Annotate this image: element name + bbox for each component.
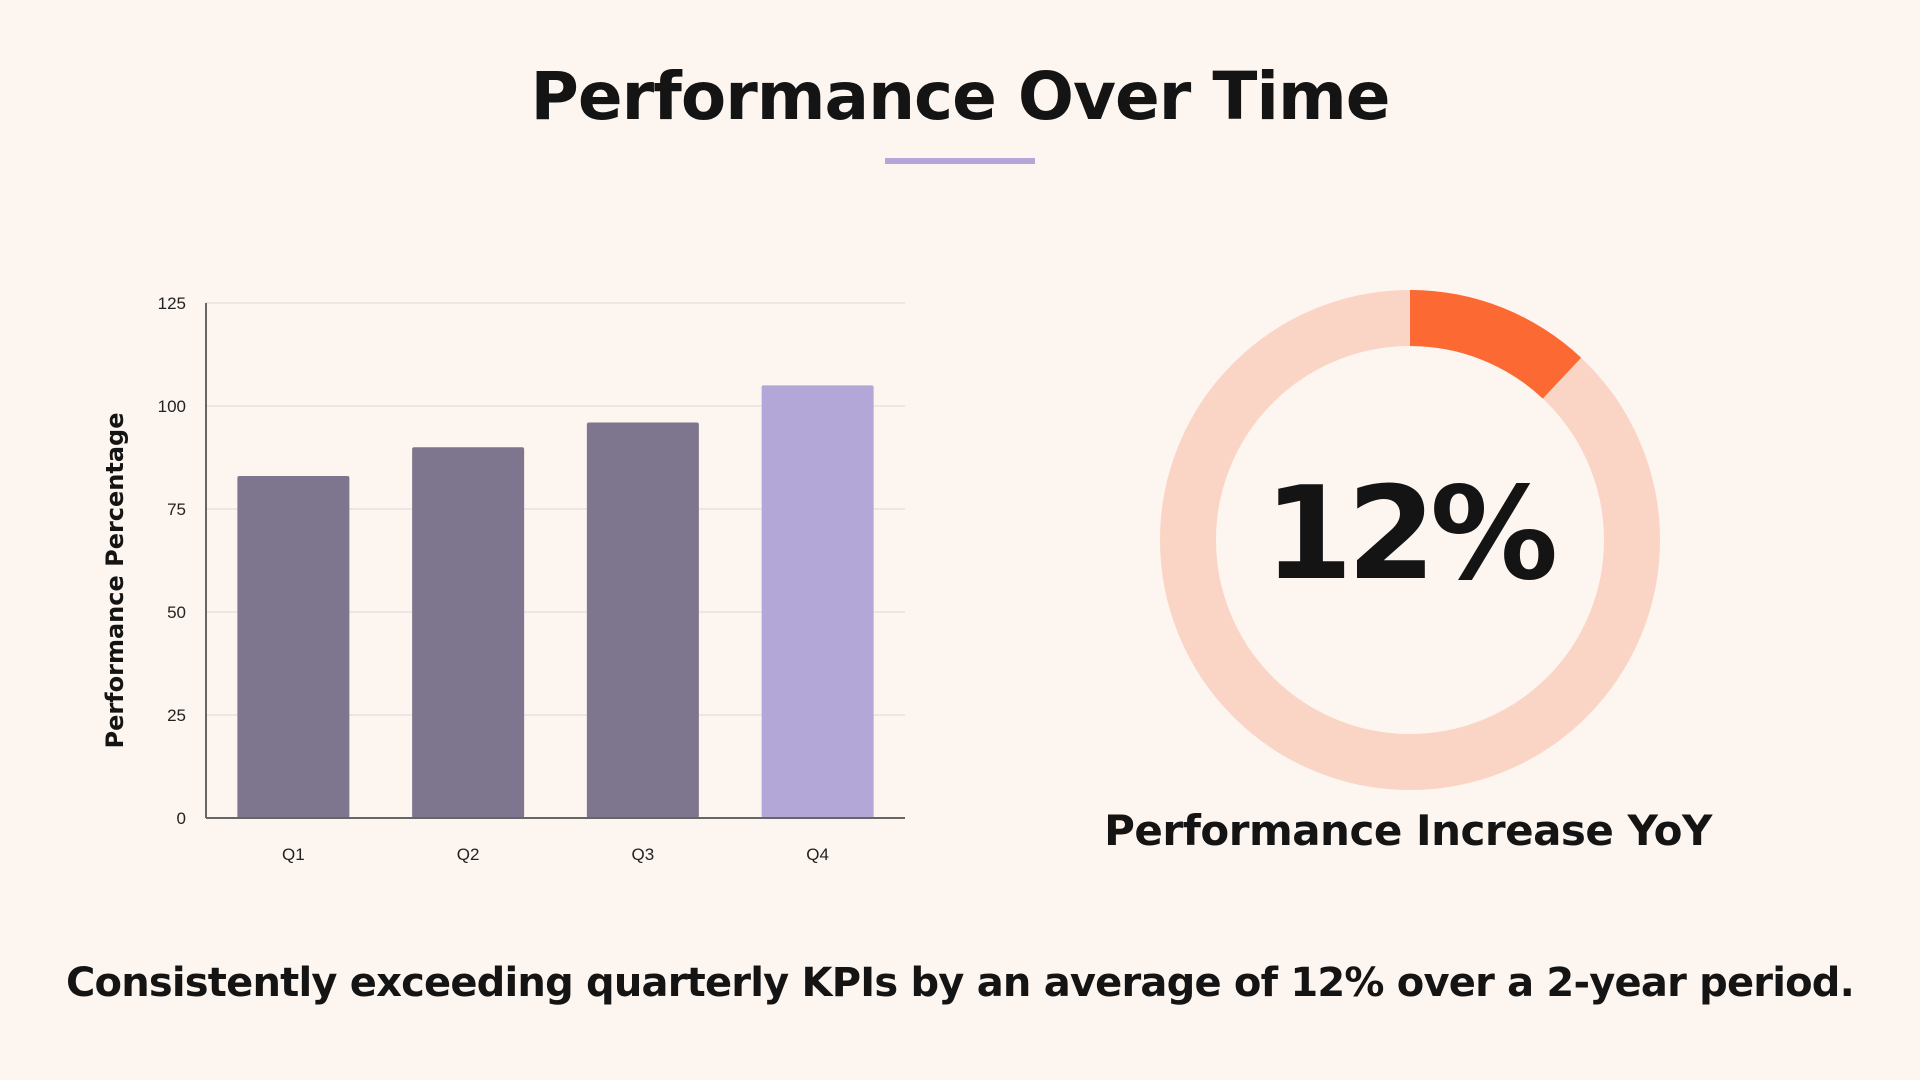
bars: [237, 385, 874, 818]
bar-q1: [237, 476, 350, 818]
y-tick-label: 25: [167, 706, 186, 725]
x-tick-label: Q3: [632, 845, 655, 864]
y-tick-label: 75: [167, 500, 186, 519]
y-axis-title: Performance Percentage: [101, 412, 129, 748]
title-underline: [885, 158, 1035, 164]
donut-center-value: 12%: [1263, 460, 1558, 609]
y-tick-label: 50: [167, 603, 186, 622]
y-tick-labels: 0 25 50 75 100 125: [158, 294, 186, 828]
summary-caption: Consistently exceeding quarterly KPIs by…: [65, 960, 1855, 1006]
x-tick-label: Q2: [457, 845, 480, 864]
y-tick-label: 100: [158, 397, 186, 416]
x-tick-label: Q1: [282, 845, 305, 864]
bar-q4: [761, 385, 874, 818]
donut-highlight-segment: [1410, 290, 1582, 399]
donut-label: Performance Increase YoY: [1104, 806, 1712, 855]
x-tick-labels: Q1 Q2 Q3 Q4: [282, 845, 829, 864]
donut-chart: [1160, 290, 1660, 790]
page-title: Performance Over Time: [530, 58, 1390, 135]
bar-q3: [586, 422, 699, 818]
bar-q2: [412, 447, 525, 818]
x-tick-label: Q4: [806, 845, 829, 864]
y-tick-label: 125: [158, 294, 186, 313]
y-tick-label: 0: [177, 809, 186, 828]
axes: [205, 303, 905, 819]
bar-chart: 0 25 50 75 100 125 Q1 Q2 Q3 Q4 Performance Perce…: [101, 294, 905, 864]
